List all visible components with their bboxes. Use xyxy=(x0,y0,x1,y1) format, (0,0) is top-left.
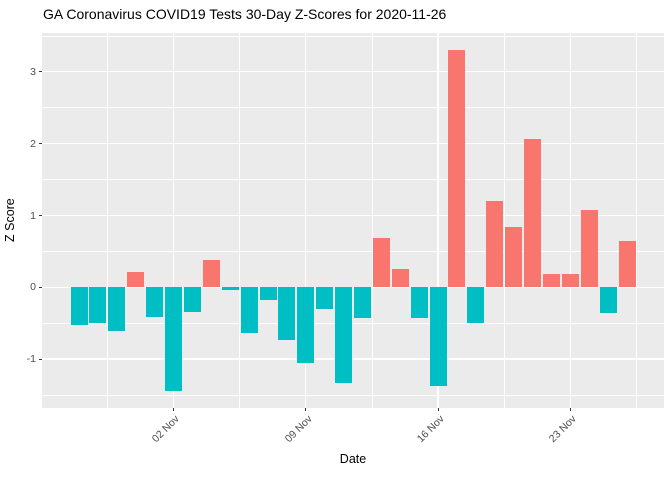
bar xyxy=(448,50,466,288)
major-gridline-horizontal xyxy=(42,71,664,73)
minor-gridline-vertical xyxy=(371,33,373,408)
minor-gridline-horizontal xyxy=(42,35,664,37)
minor-gridline-horizontal xyxy=(42,394,664,396)
y-tick-label: 0 xyxy=(30,281,36,294)
major-gridline-horizontal xyxy=(42,358,664,360)
minor-gridline-horizontal xyxy=(42,107,664,109)
bar xyxy=(391,269,409,288)
bar xyxy=(297,287,315,363)
bar xyxy=(542,274,560,288)
minor-gridline-horizontal xyxy=(42,322,664,324)
y-tick-mark xyxy=(39,215,42,216)
minor-gridline-vertical xyxy=(636,33,637,408)
minor-gridline-vertical xyxy=(239,33,240,408)
minor-gridline-vertical xyxy=(503,33,505,408)
bar xyxy=(505,227,523,288)
bar xyxy=(259,287,277,301)
y-tick-mark xyxy=(39,286,42,288)
y-tick-label: 2 xyxy=(30,137,36,150)
bar xyxy=(146,287,164,318)
major-gridline-vertical xyxy=(437,33,439,408)
bar xyxy=(372,237,390,288)
bar xyxy=(183,287,201,312)
bar xyxy=(202,260,220,288)
x-tick-label: 09 Nov xyxy=(282,413,315,446)
bar xyxy=(618,240,636,288)
x-tick-label: 23 Nov xyxy=(546,413,579,446)
major-gridline-vertical xyxy=(172,33,175,408)
y-tick-label: -1 xyxy=(26,353,36,366)
bar xyxy=(524,138,541,288)
bar xyxy=(580,209,598,288)
bar xyxy=(467,287,485,324)
bar xyxy=(165,287,182,391)
major-gridline-vertical xyxy=(305,33,307,408)
bar xyxy=(278,287,296,340)
x-tick-mark xyxy=(173,408,174,411)
y-tick-mark xyxy=(39,143,42,145)
plot-panel xyxy=(42,33,664,408)
major-gridline-horizontal xyxy=(42,214,664,217)
bar xyxy=(486,201,504,288)
y-tick-label: 1 xyxy=(30,209,36,222)
bar xyxy=(70,287,88,325)
bar xyxy=(127,272,145,288)
bar xyxy=(335,287,353,383)
minor-gridline-horizontal xyxy=(42,251,664,252)
x-tick-label: 02 Nov xyxy=(149,413,182,446)
major-gridline-horizontal xyxy=(42,142,664,145)
bar xyxy=(240,287,258,333)
chart-title: GA Coronavirus COVID19 Tests 30-Day Z-Sc… xyxy=(43,6,447,22)
x-tick-label: 16 Nov xyxy=(414,413,447,446)
x-tick-mark xyxy=(569,408,571,411)
major-gridline-vertical xyxy=(569,33,571,408)
y-tick-label: 3 xyxy=(30,65,36,78)
x-tick-mark xyxy=(437,408,439,411)
bar xyxy=(429,287,447,386)
y-tick-mark xyxy=(39,71,42,73)
y-tick-mark xyxy=(39,358,42,360)
bar xyxy=(353,287,371,319)
bar xyxy=(221,287,239,291)
bar xyxy=(316,287,334,309)
bar xyxy=(599,287,617,314)
x-tick-mark xyxy=(305,408,307,411)
major-gridline-horizontal xyxy=(42,286,664,288)
minor-gridline-horizontal xyxy=(42,179,664,180)
bar xyxy=(410,287,428,319)
bar xyxy=(108,287,126,332)
minor-gridline-vertical xyxy=(106,33,108,408)
bar xyxy=(561,273,579,288)
bar xyxy=(89,287,107,324)
x-axis-title: Date xyxy=(339,452,367,466)
